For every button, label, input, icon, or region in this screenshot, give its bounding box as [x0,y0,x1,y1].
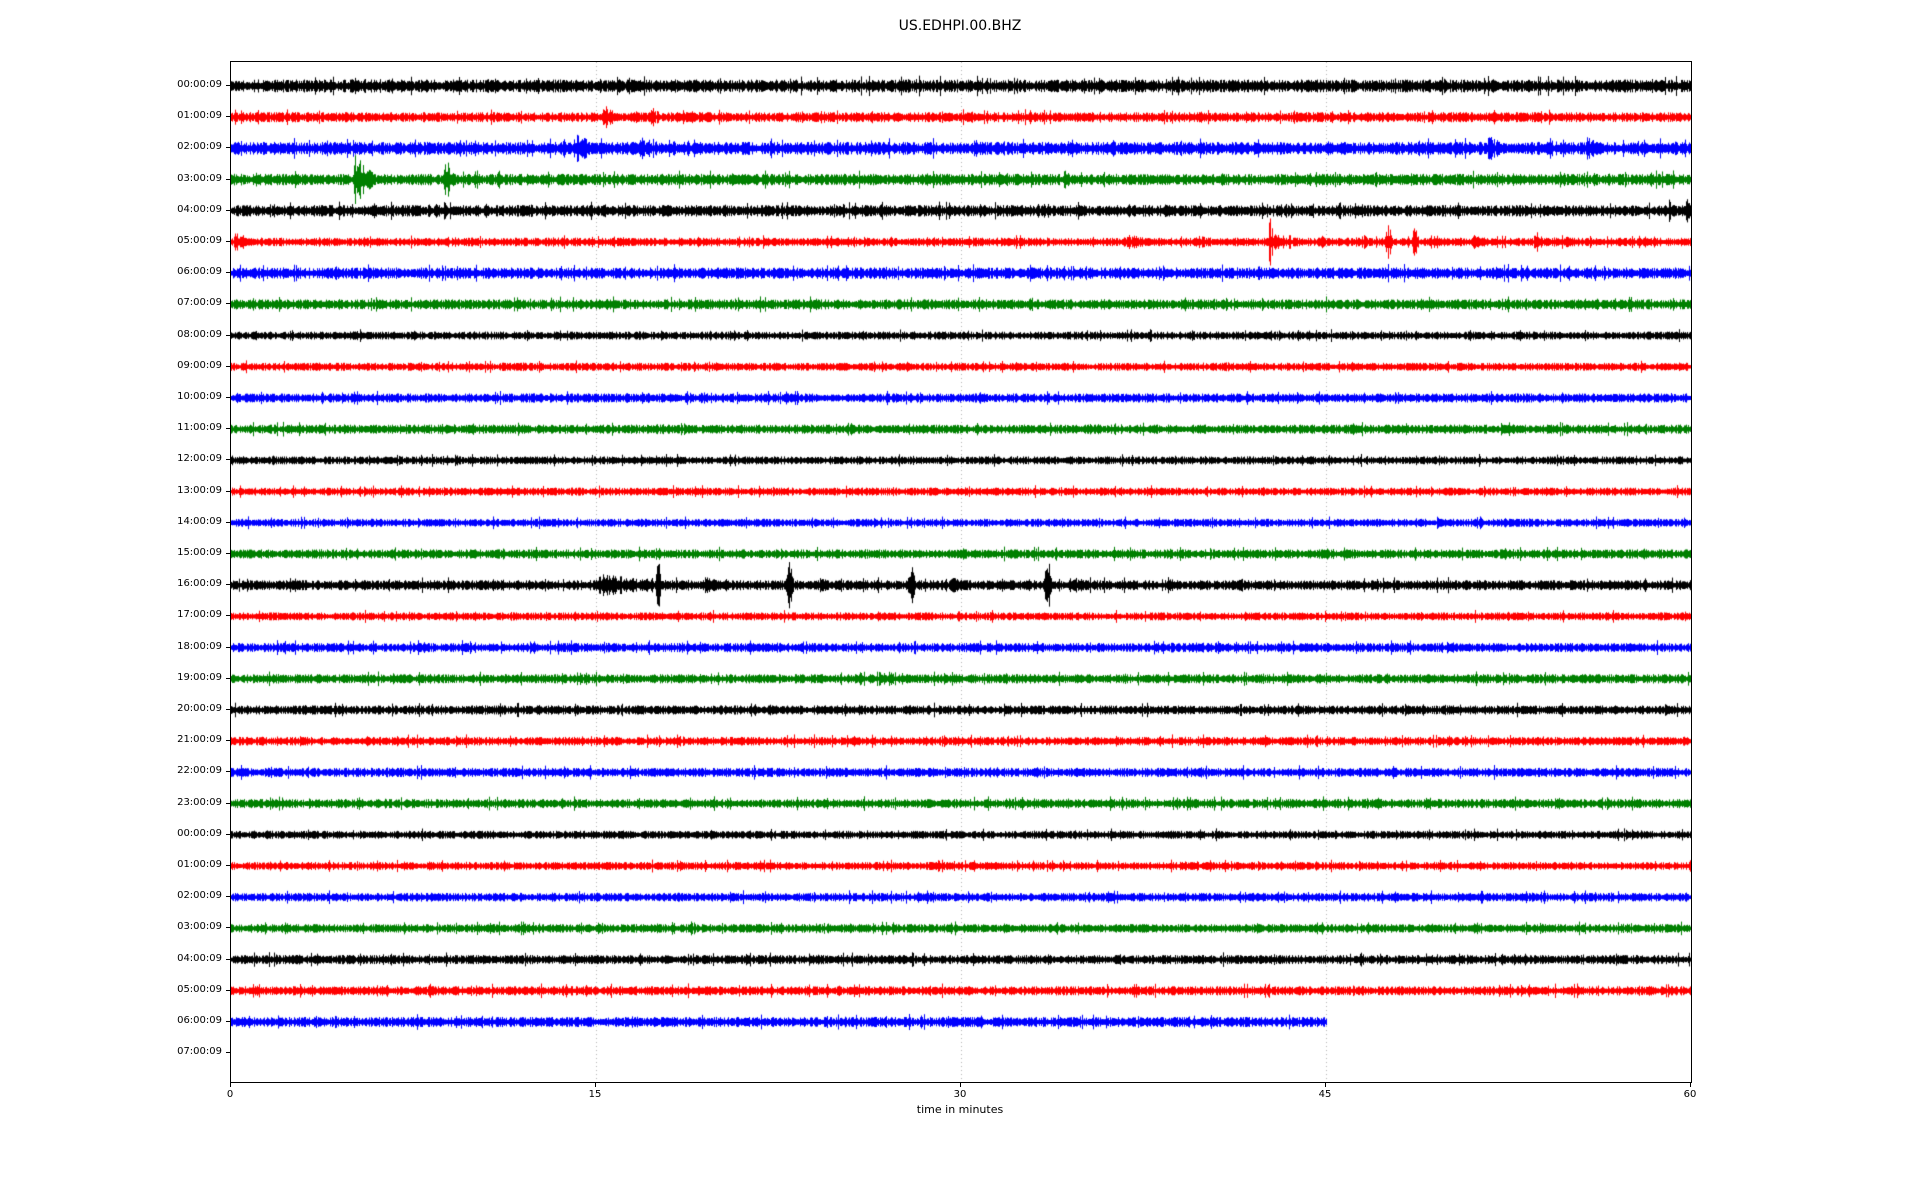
y-tick-label: 22:00:09 [177,765,222,777]
y-tick-mark [226,584,230,586]
y-tick-mark [226,116,230,118]
y-tick-label: 03:00:09 [177,921,222,933]
y-tick-label: 16:00:09 [177,578,222,590]
y-tick-label: 00:00:09 [177,827,222,839]
waveform-traces [231,62,1691,1082]
y-tick-label: 00:00:09 [177,79,222,90]
x-axis-label: time in minutes [916,1103,1004,1116]
y-tick-label: 21:00:09 [177,734,222,746]
y-tick-label: 20:00:09 [177,703,222,714]
y-tick-label: 09:00:09 [177,359,222,371]
plot-area [230,61,1692,1083]
y-tick-mark [226,615,230,617]
y-tick-mark [226,896,230,898]
y-tick-mark [226,85,230,86]
y-tick-label: 15:00:09 [177,547,222,558]
y-tick-label: 23:00:09 [177,796,222,808]
y-tick-label: 18:00:09 [177,640,222,652]
y-tick-label: 17:00:09 [177,609,222,621]
y-tick-mark [226,365,230,367]
y-tick-mark [226,865,230,866]
y-tick-label: 05:00:09 [177,235,222,246]
y-tick-label: 06:00:09 [177,266,222,278]
y-tick-mark [226,521,230,523]
y-tick-mark [226,147,230,149]
y-tick-label: 14:00:09 [177,515,222,527]
y-tick-label: 10:00:09 [177,391,222,402]
y-tick-mark [226,241,230,242]
y-tick-mark [226,989,230,991]
y-tick-mark [226,927,230,929]
x-tick-label: 0 [226,1089,234,1100]
y-tick-label: 01:00:09 [177,859,222,870]
y-tick-mark [226,272,230,274]
y-tick-mark [226,677,230,679]
y-tick-mark [226,771,230,773]
y-tick-mark [226,740,230,742]
y-tick-label: 08:00:09 [177,328,222,340]
x-tick-mark [230,1083,231,1087]
x-tick-label: 30 [953,1089,967,1100]
y-tick-mark [226,833,230,835]
x-tick-mark [1325,1083,1326,1087]
y-tick-mark [226,1021,230,1022]
y-tick-label: 04:00:09 [177,952,222,964]
y-tick-label: 19:00:09 [177,671,222,683]
x-tick-mark [960,1083,961,1087]
y-tick-mark [226,428,230,430]
y-tick-label: 06:00:09 [177,1015,222,1026]
x-tick-mark [1690,1083,1691,1087]
x-tick-mark [595,1083,596,1087]
y-tick-mark [226,334,230,336]
y-tick-mark [226,553,230,554]
y-tick-mark [226,209,230,211]
y-tick-label: 02:00:09 [177,141,222,153]
y-tick-mark [226,709,230,710]
y-tick-label: 02:00:09 [177,890,222,902]
y-tick-label: 11:00:09 [177,422,222,434]
x-tick-label: 45 [1318,1089,1332,1100]
y-tick-label: 01:00:09 [177,110,222,122]
x-tick-label: 60 [1683,1089,1697,1100]
y-tick-label: 13:00:09 [177,484,222,496]
x-tick-label: 15 [588,1089,602,1100]
plot-title: US.EDHPI.00.BHZ [898,18,1022,34]
y-tick-label: 07:00:09 [177,1046,222,1058]
y-tick-label: 05:00:09 [177,983,222,995]
y-tick-mark [226,646,230,648]
y-tick-mark [226,958,230,960]
y-tick-label: 07:00:09 [177,297,222,309]
y-tick-mark [226,490,230,492]
y-tick-mark [226,1052,230,1054]
y-tick-label: 03:00:09 [177,172,222,184]
y-tick-mark [226,303,230,305]
y-tick-mark [226,178,230,180]
y-tick-label: 04:00:09 [177,203,222,215]
y-tick-mark [226,459,230,461]
y-tick-mark [226,397,230,398]
y-tick-label: 12:00:09 [177,453,222,465]
y-tick-mark [226,802,230,804]
